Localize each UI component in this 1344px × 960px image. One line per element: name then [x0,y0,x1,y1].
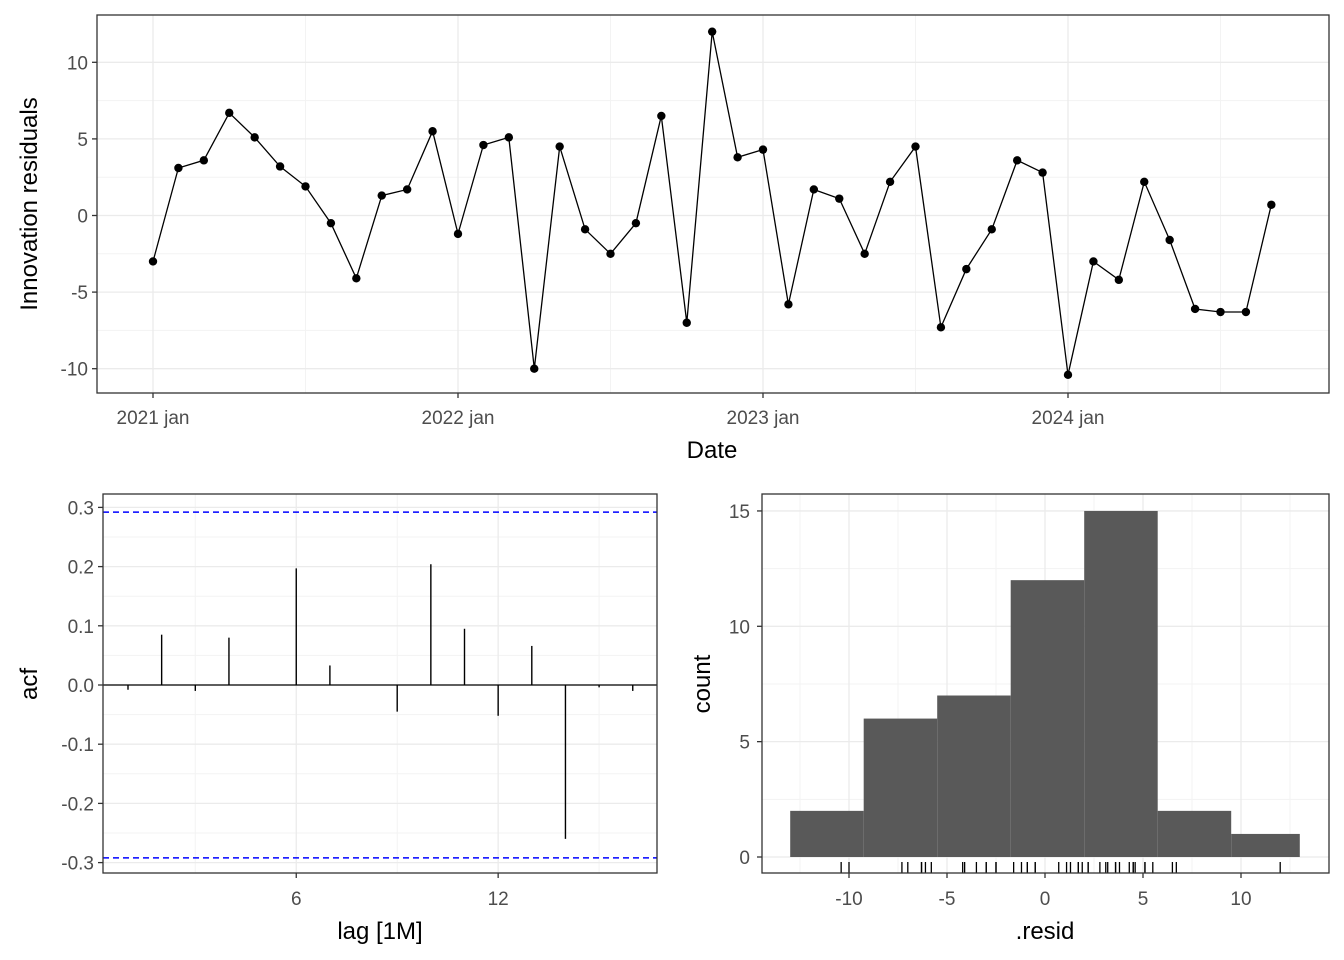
acf-y-tick-label: -0.2 [61,794,94,815]
residual-point [301,182,310,191]
residual-point [1038,168,1047,177]
residual-point [733,153,742,162]
residual-point [835,194,844,203]
residual-point [530,364,539,373]
histogram-bar [1084,510,1158,857]
residual-point [1165,235,1174,245]
acf-plot: -0.3 -0.2 -0.1 0.0 0.1 0.2 0.3 6 12 [61,493,658,910]
residual-point [555,142,564,151]
residual-point [682,318,691,327]
residual-point [809,185,819,194]
time-plot-frame [96,14,1330,394]
time-y-tick-label: 0 [77,207,88,228]
residual-point [1140,177,1149,186]
hist-y-axis-title: count [689,654,716,713]
acf-y-tick-label: -0.1 [61,735,94,756]
histogram-bar [1231,833,1300,857]
residual-point [504,133,514,142]
hist-y-tick-label: 0 [739,848,750,869]
time-plot-y-axis-title: Innovation residuals [16,97,43,310]
residual-point [885,177,895,186]
residual-point [148,257,158,266]
residual-point [860,249,869,258]
hist-y-tick-label: 15 [729,502,750,523]
histogram-bar [1010,580,1085,857]
time-y-tick-label: 5 [77,130,88,151]
acf-plot-frame [102,493,658,874]
residual-point [707,27,717,36]
acf-x-tick-label: 6 [291,889,302,910]
residual-point [352,274,361,283]
residual-point [1012,156,1022,165]
residual-point [606,249,615,258]
time-x-tick-label: 2023 jan [727,408,800,429]
residual-point [326,218,336,228]
time-plot-x-axis-title: Date [687,437,738,464]
acf-y-tick-label: 0.1 [68,617,94,638]
residual-point [402,185,412,194]
residual-point [428,127,437,136]
acf-y-tick-label: -0.3 [61,854,94,875]
hist-x-tick-label: 0 [1040,889,1051,910]
hist-y-tick-label: 5 [739,733,750,754]
hist-x-tick-label: -5 [939,889,956,910]
acf-x-tick-label: 12 [488,889,509,910]
residual-point [1063,370,1073,380]
hist-x-axis-title: .resid [1016,918,1075,945]
histogram-bar [863,718,938,857]
residual-point [911,142,920,151]
residual-point [962,264,971,274]
residual-point [784,300,793,309]
histogram-bar [937,695,1011,857]
residual-point [479,140,488,150]
hist-x-tick-label: 5 [1138,889,1149,910]
residual-point [758,145,768,154]
acf-y-tick-label: 0.2 [68,558,94,579]
hist-x-tick-label: -10 [835,889,862,910]
acf-x-axis-title: lag [1M] [337,918,422,945]
time-x-tick-label: 2024 jan [1032,408,1105,429]
hist-y-tick-label: 10 [729,617,750,638]
histogram-bar [790,810,864,857]
residual-point [377,191,386,200]
residual-series-line [152,31,1272,375]
acf-y-tick-label: 0.0 [68,676,94,697]
residual-point [199,156,209,165]
residual-point [580,225,590,234]
residual-point [174,163,183,173]
histogram-bar [1157,810,1232,857]
residual-point [1089,257,1098,266]
residual-point [936,323,946,332]
time-x-tick-label: 2022 jan [422,408,495,429]
residual-point [1241,307,1251,317]
residual-point [987,225,996,234]
hist-x-tick-label: 10 [1230,889,1251,910]
residual-point [1114,275,1124,285]
time-y-tick-label: 10 [67,53,88,74]
residual-point [250,133,259,142]
residual-point [225,108,234,118]
residual-point [1267,200,1276,209]
residual-point [1190,304,1200,314]
residual-point [1216,307,1225,317]
residual-point [453,229,463,239]
residual-point [631,218,641,228]
time-y-tick-label: -10 [61,360,88,381]
time-x-tick-label: 2021 jan [117,408,190,429]
acf-y-axis-title: acf [16,668,43,700]
residual-point [657,111,666,121]
acf-y-tick-label: 0.3 [68,498,94,519]
residual-histogram: 0 5 10 15 -10 -5 0 5 10 [729,493,1330,910]
residuals-time-plot: -10 -5 0 5 10 2021 jan 2022 jan 2023 jan 2024 ja… [61,14,1330,429]
time-y-tick-label: -5 [71,283,88,304]
residual-point [275,162,285,171]
